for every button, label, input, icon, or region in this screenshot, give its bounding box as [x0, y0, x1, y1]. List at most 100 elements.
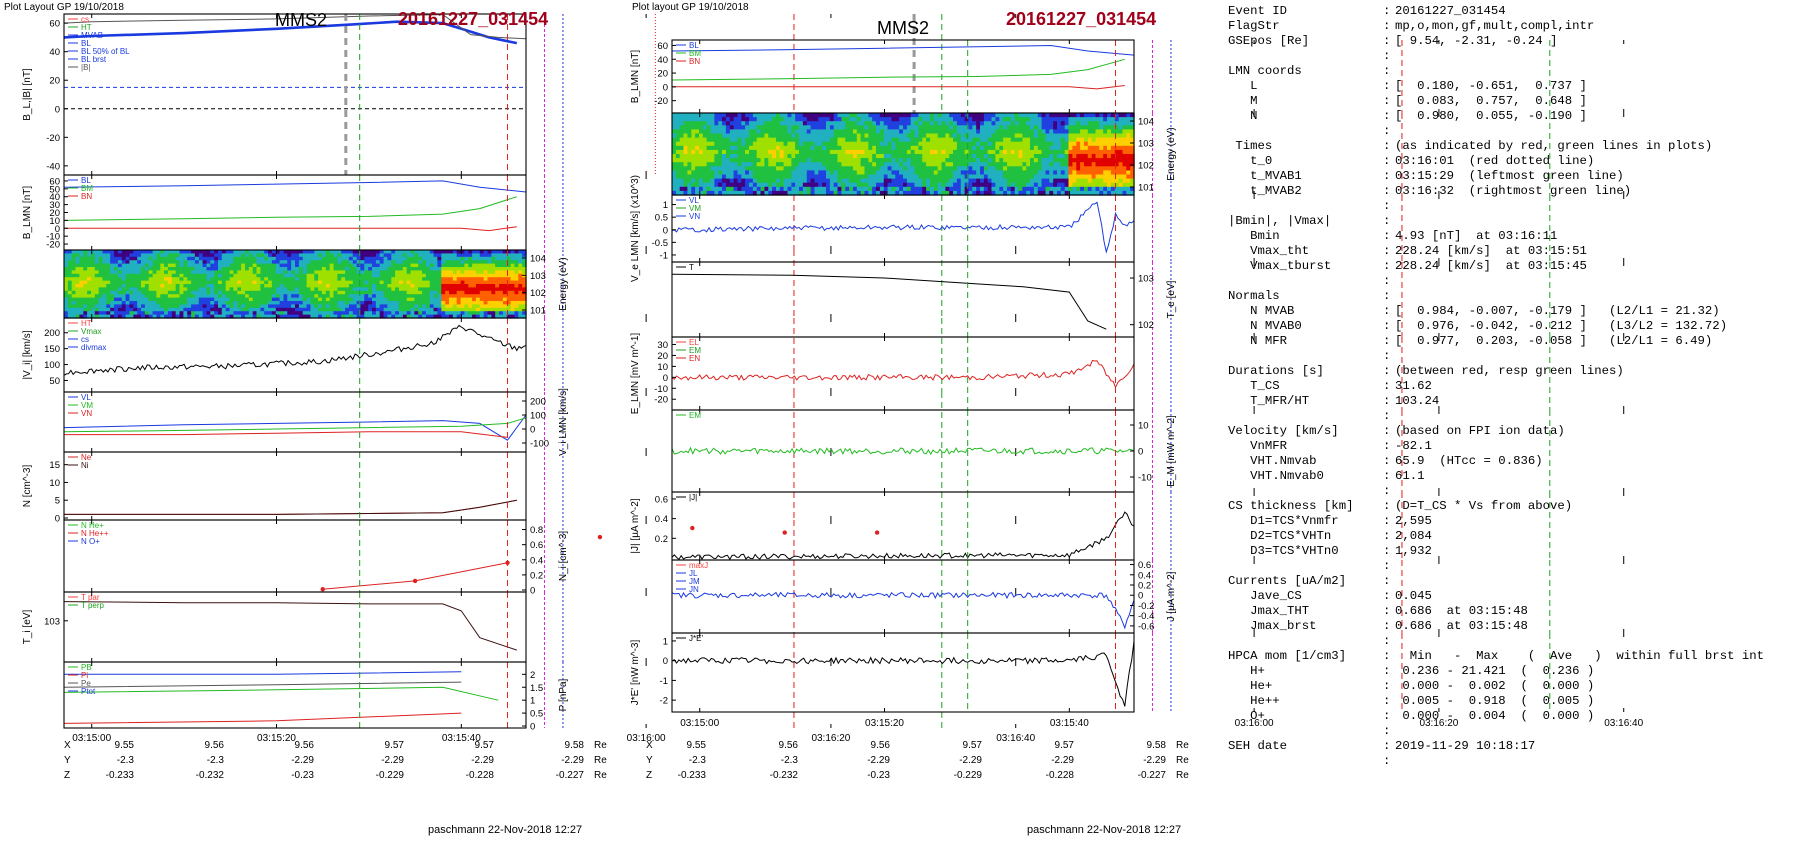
- spectrogram-cell: [179, 304, 184, 309]
- spectrogram-cell: [729, 137, 735, 143]
- spectrogram-cell: [248, 287, 254, 292]
- spectrogram-cell: [1022, 166, 1027, 171]
- spectrogram-cell: [675, 162, 681, 167]
- spectrogram-cell: [976, 129, 981, 135]
- spectrogram-cell: [225, 301, 231, 305]
- spectrogram-cell: [141, 307, 146, 312]
- spectrogram-cell: [152, 273, 158, 278]
- spectrogram-cell: [79, 287, 84, 292]
- spectrogram-cell: [98, 263, 104, 268]
- spectrogram-cell: [980, 162, 985, 167]
- spectrogram-cell: [464, 284, 469, 288]
- spectrogram-cell: [914, 141, 919, 147]
- spectrogram-cell: [1091, 170, 1097, 176]
- spectrogram-cell: [756, 170, 762, 176]
- spectrogram-cell: [479, 260, 485, 265]
- spectrogram-cell: [772, 166, 777, 171]
- spectrogram-cell: [714, 125, 719, 130]
- spectrogram-cell: [722, 170, 727, 176]
- spectrogram-cell: [756, 133, 762, 139]
- spectrogram-cell: [483, 287, 489, 292]
- spectrogram-cell: [826, 182, 831, 188]
- spectrogram-cell: [229, 301, 235, 305]
- spectrogram-cell: [268, 290, 273, 295]
- spectrogram-cell: [356, 287, 362, 292]
- spectrogram-cell: [379, 301, 385, 305]
- spectrogram-cell: [672, 129, 677, 135]
- spectrogram-cell: [1068, 145, 1073, 151]
- spectrogram-cell: [729, 154, 735, 159]
- spectrogram-cell: [456, 307, 462, 312]
- spectrogram-cell: [487, 260, 492, 265]
- spectrogram-cell: [483, 253, 489, 258]
- spectrogram-cell: [802, 186, 808, 192]
- spectrogram-cell: [245, 253, 250, 258]
- spectrogram-cell: [148, 267, 154, 271]
- spectrogram-cell: [221, 304, 227, 309]
- spectrogram-cell: [941, 174, 946, 180]
- spectrogram-cell: [1026, 178, 1031, 184]
- spectrogram-cell: [268, 284, 273, 288]
- spectrogram-cell: [1018, 113, 1023, 118]
- spectrogram-cell: [1049, 145, 1054, 151]
- spectrogram-cell: [772, 154, 777, 159]
- spectrogram-cell: [1014, 129, 1020, 135]
- spectrogram-cell: [841, 174, 846, 180]
- spectrogram-cell: [291, 301, 296, 305]
- spectrogram-cell: [991, 166, 996, 171]
- spectrogram-cell: [506, 267, 512, 271]
- spectrogram-cell: [791, 129, 796, 135]
- spectrogram-cell: [675, 141, 681, 147]
- spectrogram-cell: [1072, 174, 1077, 180]
- spectrogram-cell: [295, 260, 300, 265]
- spectrogram-cell: [879, 158, 885, 163]
- spectrogram-cell: [1014, 182, 1020, 188]
- spectrogram-cell: [1049, 162, 1054, 167]
- spectrogram-cell: [337, 301, 342, 305]
- y-tick-label: 0.2: [530, 570, 543, 581]
- spectrogram-cell: [483, 301, 489, 305]
- spectrogram-cell: [179, 294, 184, 299]
- spectrogram-cell: [1068, 186, 1073, 192]
- spectrogram-cell: [899, 186, 904, 192]
- spectrogram-cell: [826, 137, 831, 143]
- spectrogram-cell: [152, 314, 158, 319]
- spectrogram-cell: [860, 125, 866, 130]
- spectrogram-cell: [360, 304, 365, 309]
- spectrogram-cell: [1037, 190, 1043, 196]
- spectrogram-cell: [675, 158, 681, 163]
- spectrogram-cell: [1045, 145, 1050, 151]
- spectrogram-cell: [179, 260, 184, 265]
- spectrogram-cell: [891, 186, 896, 192]
- spectrogram-cell: [248, 267, 254, 271]
- spectrogram-cell: [810, 121, 816, 126]
- spectrogram-cell: [976, 170, 981, 176]
- spectrogram-cell: [156, 250, 161, 254]
- spectrogram-cell: [425, 253, 431, 258]
- spectrogram-cell: [102, 304, 107, 309]
- spectrogram-cell: [360, 290, 365, 295]
- spectrogram-cell: [102, 287, 107, 292]
- spectrogram-cell: [87, 284, 92, 288]
- spectrogram-cell: [941, 182, 946, 188]
- legend-label: Pe: [81, 679, 91, 688]
- spectrogram-cell: [75, 280, 80, 285]
- spectrogram-cell: [114, 297, 119, 302]
- spectrogram-cell: [445, 267, 450, 271]
- spectrogram-cell: [429, 307, 435, 312]
- spectrogram-cell: [791, 141, 796, 147]
- spectrogram-cell: [1033, 186, 1039, 192]
- spectrogram-cell: [472, 287, 477, 292]
- spectrogram-cell: [776, 182, 781, 188]
- spectrogram-cell: [167, 256, 173, 261]
- spectrogram-cell: [779, 141, 785, 147]
- spectrogram-cell: [795, 145, 800, 151]
- spectrogram-cell: [348, 311, 354, 316]
- spectrogram-cell: [999, 166, 1004, 171]
- spectrogram-cell: [733, 149, 739, 155]
- spectrogram-cell: [887, 149, 893, 155]
- spectrogram-cell: [379, 277, 385, 282]
- spectrogram-cell: [999, 162, 1004, 167]
- spectrogram-cell: [218, 307, 223, 312]
- spectrogram-cell: [764, 145, 769, 151]
